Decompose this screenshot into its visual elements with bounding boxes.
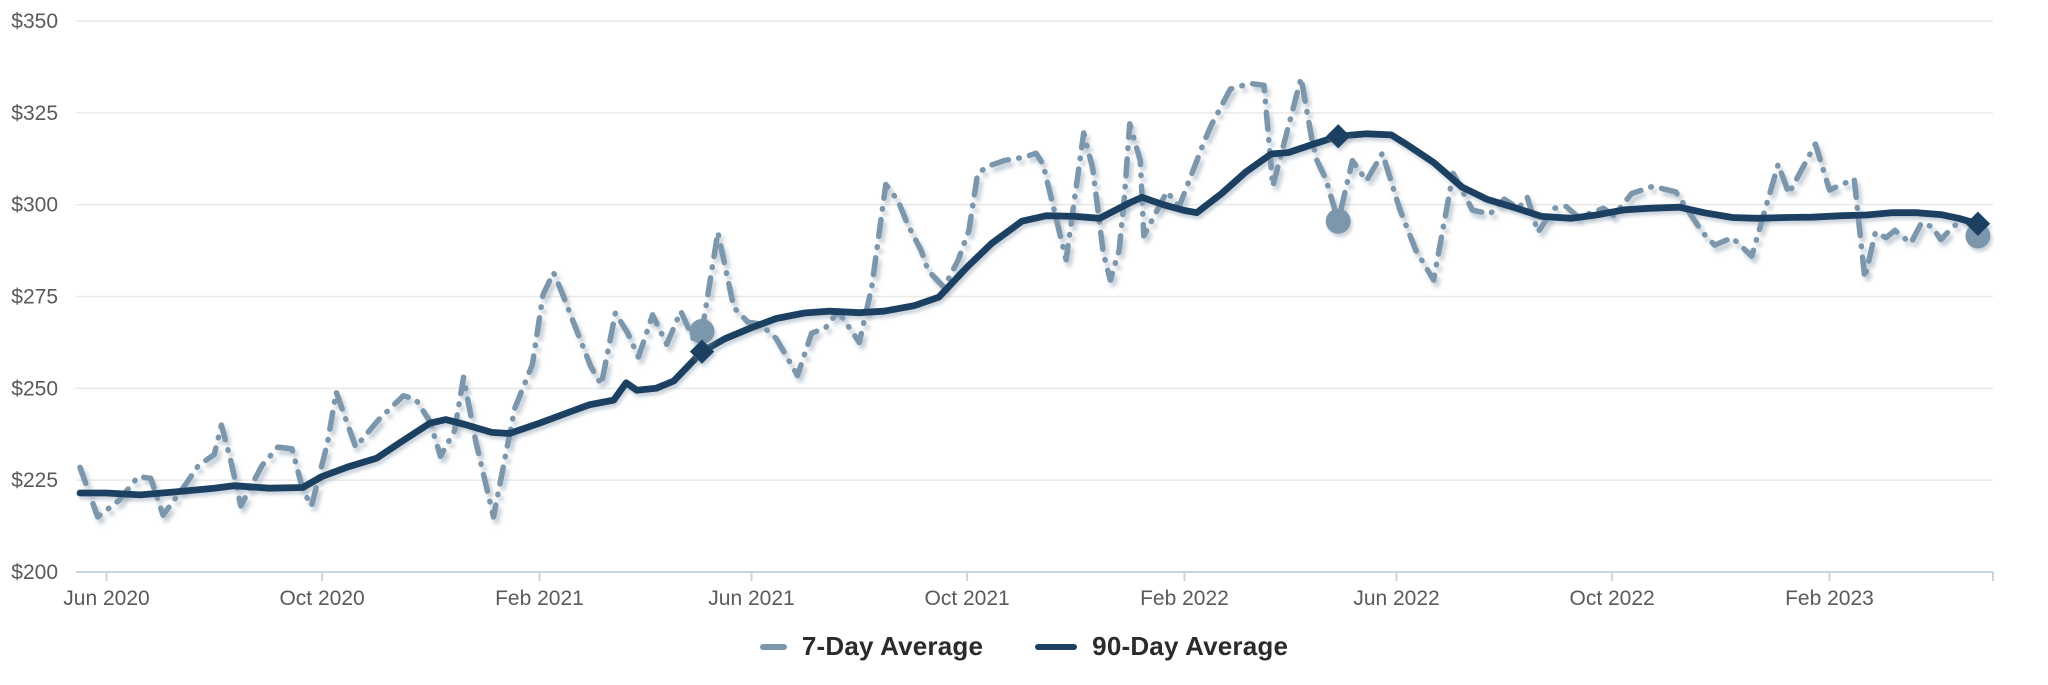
- x-tick-label: Jun 2021: [708, 587, 794, 610]
- y-axis-labels: $200 $225 $250 $275 $300 $325 $350: [11, 10, 58, 584]
- y-tick-label: $325: [11, 102, 58, 125]
- highlight-markers: [689, 124, 1991, 364]
- legend-item-90day[interactable]: 90-Day Average: [1035, 631, 1288, 662]
- marker-circle-7day: [1325, 208, 1351, 234]
- chart-legend: 7-Day Average 90-Day Average: [0, 631, 2048, 662]
- legend-label-90day: 90-Day Average: [1092, 631, 1289, 661]
- y-tick-label: $300: [11, 194, 58, 217]
- solid-line-swatch-icon: [1035, 643, 1078, 650]
- legend-label-7day: 7-Day Average: [801, 631, 984, 661]
- x-tick-label: Feb 2023: [1785, 587, 1874, 610]
- x-axis-labels: Jun 2020 Oct 2020 Feb 2021 Jun 2021 Oct 2021…: [63, 587, 1874, 610]
- x-axis-ticks: [105, 572, 1994, 581]
- gridlines: [76, 20, 1993, 573]
- x-tick-label: Jun 2020: [63, 587, 149, 610]
- marker-diamond-90day: [689, 339, 715, 364]
- x-tick-label: Jun 2022: [1353, 587, 1439, 610]
- x-tick-label: Feb 2022: [1140, 587, 1229, 610]
- series-7day-line: [77, 75, 1981, 520]
- x-tick-label: Oct 2020: [279, 587, 364, 610]
- marker-circle-7day: [689, 318, 715, 344]
- y-tick-label: $350: [11, 10, 58, 33]
- series-90day-line: [76, 130, 1982, 499]
- x-tick-label: Oct 2022: [1570, 587, 1655, 610]
- marker-diamond-90day: [1326, 124, 1351, 149]
- x-tick-label: Oct 2021: [924, 587, 1009, 610]
- y-tick-label: $250: [11, 377, 58, 400]
- y-tick-label: $275: [11, 286, 58, 309]
- y-tick-label: $200: [11, 561, 58, 584]
- dashed-swatch-icon: [759, 643, 787, 650]
- y-tick-label: $225: [11, 469, 58, 492]
- legend-item-7day[interactable]: 7-Day Average: [759, 631, 984, 662]
- x-tick-label: Feb 2021: [495, 587, 584, 610]
